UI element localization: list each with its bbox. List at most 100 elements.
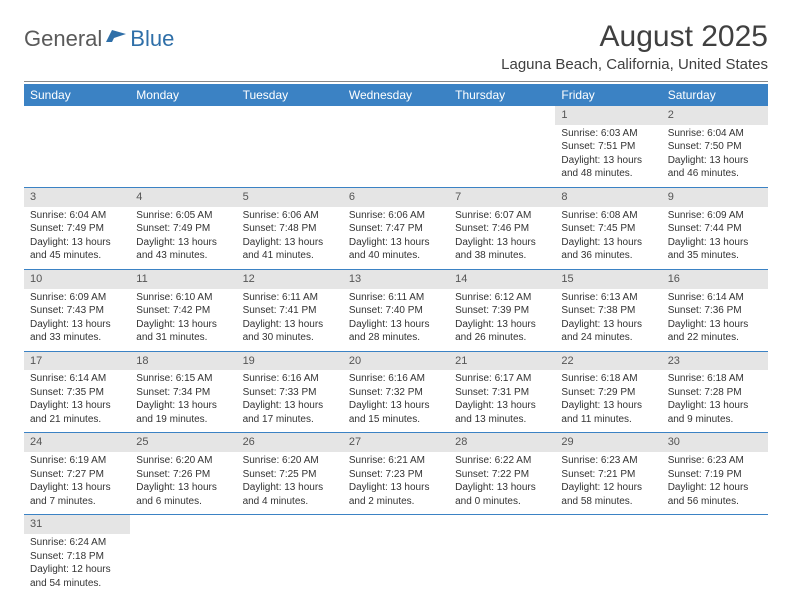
calendar-cell: 15Sunrise: 6:13 AMSunset: 7:38 PMDayligh… bbox=[555, 269, 661, 351]
calendar-cell: 26Sunrise: 6:20 AMSunset: 7:25 PMDayligh… bbox=[237, 433, 343, 515]
day-number: 18 bbox=[130, 352, 236, 371]
day-details: Sunrise: 6:09 AMSunset: 7:44 PMDaylight:… bbox=[662, 207, 768, 269]
day-number: 7 bbox=[449, 188, 555, 207]
brand-part1: General bbox=[24, 26, 102, 52]
calendar-cell bbox=[343, 515, 449, 596]
day-details: Sunrise: 6:03 AMSunset: 7:51 PMDaylight:… bbox=[555, 125, 661, 187]
calendar-cell bbox=[237, 106, 343, 187]
day-details: Sunrise: 6:12 AMSunset: 7:39 PMDaylight:… bbox=[449, 289, 555, 351]
calendar-cell: 30Sunrise: 6:23 AMSunset: 7:19 PMDayligh… bbox=[662, 433, 768, 515]
calendar-cell: 17Sunrise: 6:14 AMSunset: 7:35 PMDayligh… bbox=[24, 351, 130, 433]
day-number: 17 bbox=[24, 352, 130, 371]
weekday-header: Sunday bbox=[24, 84, 130, 106]
day-number: 28 bbox=[449, 433, 555, 452]
day-details: Sunrise: 6:23 AMSunset: 7:19 PMDaylight:… bbox=[662, 452, 768, 514]
calendar-cell: 5Sunrise: 6:06 AMSunset: 7:48 PMDaylight… bbox=[237, 187, 343, 269]
header-block: General Blue August 2025 Laguna Beach, C… bbox=[24, 20, 768, 73]
day-number: 31 bbox=[24, 515, 130, 534]
day-details: Sunrise: 6:16 AMSunset: 7:32 PMDaylight:… bbox=[343, 370, 449, 432]
day-details: Sunrise: 6:19 AMSunset: 7:27 PMDaylight:… bbox=[24, 452, 130, 514]
calendar-cell bbox=[449, 515, 555, 596]
calendar-cell: 1Sunrise: 6:03 AMSunset: 7:51 PMDaylight… bbox=[555, 106, 661, 187]
calendar-cell: 31Sunrise: 6:24 AMSunset: 7:18 PMDayligh… bbox=[24, 515, 130, 596]
day-details: Sunrise: 6:11 AMSunset: 7:40 PMDaylight:… bbox=[343, 289, 449, 351]
day-details: Sunrise: 6:09 AMSunset: 7:43 PMDaylight:… bbox=[24, 289, 130, 351]
page-location: Laguna Beach, California, United States bbox=[501, 56, 768, 73]
calendar-cell bbox=[237, 515, 343, 596]
day-number: 23 bbox=[662, 352, 768, 371]
day-details: Sunrise: 6:24 AMSunset: 7:18 PMDaylight:… bbox=[24, 534, 130, 596]
page-title: August 2025 bbox=[501, 20, 768, 54]
day-details: Sunrise: 6:04 AMSunset: 7:49 PMDaylight:… bbox=[24, 207, 130, 269]
day-details: Sunrise: 6:17 AMSunset: 7:31 PMDaylight:… bbox=[449, 370, 555, 432]
brand-logo: General Blue bbox=[24, 26, 174, 52]
calendar-cell: 9Sunrise: 6:09 AMSunset: 7:44 PMDaylight… bbox=[662, 187, 768, 269]
calendar-cell: 28Sunrise: 6:22 AMSunset: 7:22 PMDayligh… bbox=[449, 433, 555, 515]
day-number: 27 bbox=[343, 433, 449, 452]
day-details: Sunrise: 6:10 AMSunset: 7:42 PMDaylight:… bbox=[130, 289, 236, 351]
day-number: 22 bbox=[555, 352, 661, 371]
day-number: 30 bbox=[662, 433, 768, 452]
calendar-cell bbox=[24, 106, 130, 187]
day-number: 15 bbox=[555, 270, 661, 289]
weekday-header: Thursday bbox=[449, 84, 555, 106]
calendar-cell bbox=[343, 106, 449, 187]
day-number: 3 bbox=[24, 188, 130, 207]
calendar-cell bbox=[662, 515, 768, 596]
calendar-cell: 16Sunrise: 6:14 AMSunset: 7:36 PMDayligh… bbox=[662, 269, 768, 351]
calendar-cell: 2Sunrise: 6:04 AMSunset: 7:50 PMDaylight… bbox=[662, 106, 768, 187]
flag-icon bbox=[106, 28, 128, 51]
day-details: Sunrise: 6:11 AMSunset: 7:41 PMDaylight:… bbox=[237, 289, 343, 351]
calendar-cell: 18Sunrise: 6:15 AMSunset: 7:34 PMDayligh… bbox=[130, 351, 236, 433]
day-number: 12 bbox=[237, 270, 343, 289]
day-details: Sunrise: 6:04 AMSunset: 7:50 PMDaylight:… bbox=[662, 125, 768, 187]
weekday-header: Friday bbox=[555, 84, 661, 106]
calendar-cell bbox=[449, 106, 555, 187]
calendar-cell: 10Sunrise: 6:09 AMSunset: 7:43 PMDayligh… bbox=[24, 269, 130, 351]
day-details: Sunrise: 6:20 AMSunset: 7:25 PMDaylight:… bbox=[237, 452, 343, 514]
calendar-table: SundayMondayTuesdayWednesdayThursdayFrid… bbox=[24, 84, 768, 596]
day-number: 5 bbox=[237, 188, 343, 207]
day-details: Sunrise: 6:16 AMSunset: 7:33 PMDaylight:… bbox=[237, 370, 343, 432]
day-details: Sunrise: 6:07 AMSunset: 7:46 PMDaylight:… bbox=[449, 207, 555, 269]
calendar-cell: 7Sunrise: 6:07 AMSunset: 7:46 PMDaylight… bbox=[449, 187, 555, 269]
calendar-cell: 13Sunrise: 6:11 AMSunset: 7:40 PMDayligh… bbox=[343, 269, 449, 351]
day-details: Sunrise: 6:18 AMSunset: 7:28 PMDaylight:… bbox=[662, 370, 768, 432]
calendar-cell: 19Sunrise: 6:16 AMSunset: 7:33 PMDayligh… bbox=[237, 351, 343, 433]
calendar-cell: 27Sunrise: 6:21 AMSunset: 7:23 PMDayligh… bbox=[343, 433, 449, 515]
calendar-body: 1Sunrise: 6:03 AMSunset: 7:51 PMDaylight… bbox=[24, 106, 768, 596]
weekday-header: Saturday bbox=[662, 84, 768, 106]
day-details: Sunrise: 6:21 AMSunset: 7:23 PMDaylight:… bbox=[343, 452, 449, 514]
day-details: Sunrise: 6:06 AMSunset: 7:48 PMDaylight:… bbox=[237, 207, 343, 269]
title-rule bbox=[24, 81, 768, 82]
day-number: 16 bbox=[662, 270, 768, 289]
weekday-header: Monday bbox=[130, 84, 236, 106]
day-details: Sunrise: 6:08 AMSunset: 7:45 PMDaylight:… bbox=[555, 207, 661, 269]
weekday-header: Tuesday bbox=[237, 84, 343, 106]
calendar-cell: 23Sunrise: 6:18 AMSunset: 7:28 PMDayligh… bbox=[662, 351, 768, 433]
day-number: 11 bbox=[130, 270, 236, 289]
day-details: Sunrise: 6:22 AMSunset: 7:22 PMDaylight:… bbox=[449, 452, 555, 514]
calendar-cell: 14Sunrise: 6:12 AMSunset: 7:39 PMDayligh… bbox=[449, 269, 555, 351]
calendar-cell: 6Sunrise: 6:06 AMSunset: 7:47 PMDaylight… bbox=[343, 187, 449, 269]
calendar-cell: 8Sunrise: 6:08 AMSunset: 7:45 PMDaylight… bbox=[555, 187, 661, 269]
calendar-cell: 22Sunrise: 6:18 AMSunset: 7:29 PMDayligh… bbox=[555, 351, 661, 433]
calendar-cell: 3Sunrise: 6:04 AMSunset: 7:49 PMDaylight… bbox=[24, 187, 130, 269]
calendar-cell: 4Sunrise: 6:05 AMSunset: 7:49 PMDaylight… bbox=[130, 187, 236, 269]
day-number: 26 bbox=[237, 433, 343, 452]
day-details: Sunrise: 6:23 AMSunset: 7:21 PMDaylight:… bbox=[555, 452, 661, 514]
brand-part2: Blue bbox=[130, 26, 174, 52]
calendar-cell: 29Sunrise: 6:23 AMSunset: 7:21 PMDayligh… bbox=[555, 433, 661, 515]
day-number: 29 bbox=[555, 433, 661, 452]
day-details: Sunrise: 6:13 AMSunset: 7:38 PMDaylight:… bbox=[555, 289, 661, 351]
day-number: 10 bbox=[24, 270, 130, 289]
calendar-cell: 25Sunrise: 6:20 AMSunset: 7:26 PMDayligh… bbox=[130, 433, 236, 515]
day-number: 24 bbox=[24, 433, 130, 452]
day-number: 8 bbox=[555, 188, 661, 207]
day-details: Sunrise: 6:05 AMSunset: 7:49 PMDaylight:… bbox=[130, 207, 236, 269]
day-number: 14 bbox=[449, 270, 555, 289]
day-number: 25 bbox=[130, 433, 236, 452]
title-block: August 2025 Laguna Beach, California, Un… bbox=[501, 20, 768, 73]
day-details: Sunrise: 6:06 AMSunset: 7:47 PMDaylight:… bbox=[343, 207, 449, 269]
day-number: 20 bbox=[343, 352, 449, 371]
